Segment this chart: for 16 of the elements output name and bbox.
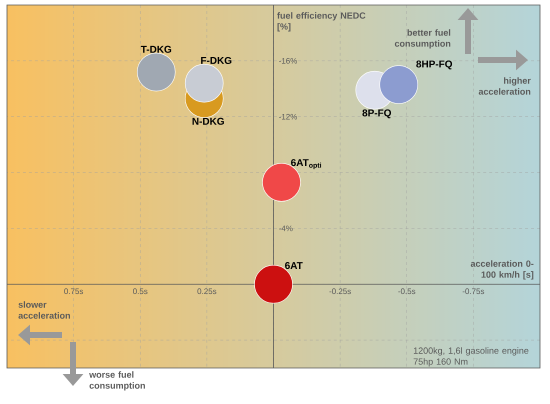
y-axis-title: fuel efficiency NEDC [%] — [277, 12, 366, 32]
annotation: slower acceleration — [18, 301, 70, 319]
annotation: 8HP-FQ — [416, 60, 452, 70]
annotation: 1200kg, 1,6l gasoline engine 75hp 160 Nm — [414, 347, 528, 367]
annotation: 6AT — [285, 262, 303, 270]
x-axis-title: acceleration 0-100 km/h [s] — [470, 260, 534, 280]
point — [136, 52, 176, 92]
annotation: 6AT$_{opti}$ — [291, 159, 322, 170]
annotation: better fuel consumption — [394, 29, 450, 49]
annotation: N-DKG — [192, 118, 224, 125]
text: worse fuel consumption — [89, 371, 145, 391]
point — [184, 64, 224, 102]
annotation: 8P-FQ — [362, 109, 392, 118]
annotation: F-DKG — [201, 56, 232, 64]
annotation: T-DKG — [140, 46, 172, 53]
annotation: higher acceleration — [478, 77, 531, 95]
